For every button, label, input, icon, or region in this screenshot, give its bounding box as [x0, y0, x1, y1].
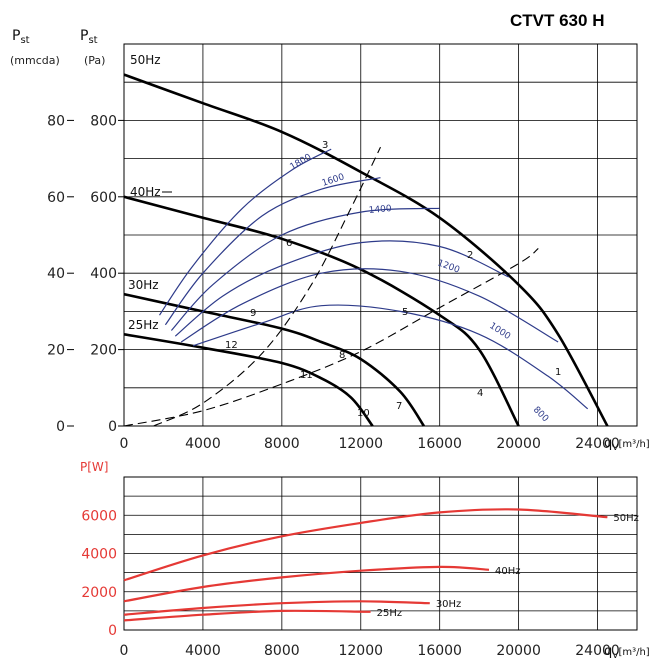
top-y-tick-pa: 600: [90, 190, 117, 206]
bottom-y-ticks: 6000 4000 2000 0: [81, 508, 117, 639]
top-ylabel-left-unit: (mmcda): [10, 54, 60, 67]
top-xlabel: qV[m³/h]: [604, 436, 650, 453]
chart-title: CTVT 630 H: [510, 11, 604, 30]
top-x-tick: 8000: [264, 436, 300, 452]
bottom-y-tick: 0: [108, 623, 117, 639]
operating-point-label: 6: [286, 238, 292, 249]
bottom-x-tick: 24000: [575, 643, 620, 659]
operating-point-label: 4: [477, 388, 483, 399]
power-series-40hz: [123, 565, 490, 603]
series-rpm-1800: [159, 148, 332, 316]
top-series: [123, 73, 609, 427]
operating-point-label: 3: [322, 140, 328, 151]
top-y-tick-pa: 800: [90, 113, 117, 129]
bottom-xlabel-unit: [m³/h]: [618, 647, 649, 658]
top-x-ticks: 0 4000 8000 12000 16000 20000 24000: [120, 436, 620, 452]
top-y-tick-pa: 200: [90, 343, 117, 359]
top-x-tick: 0: [120, 436, 129, 452]
power-curve-label: 30Hz: [436, 599, 462, 610]
top-xlabel-sub: V: [612, 443, 619, 453]
bottom-y-tick: 6000: [81, 508, 117, 524]
operating-point-label: 12: [225, 340, 238, 351]
power-curve-label: 50Hz: [613, 513, 639, 524]
fan-curve-label: 40Hz: [130, 185, 161, 199]
top-ylabel-right-main: P: [80, 28, 88, 44]
bottom-x-tick: 20000: [496, 643, 541, 659]
bottom-x-tick: 16000: [417, 643, 462, 659]
top-x-tick: 20000: [496, 436, 541, 452]
fan-curve-label: 25Hz: [128, 318, 159, 332]
power-series-30hz: [123, 600, 430, 616]
bottom-x-ticks: 0 4000 8000 12000 16000 20000 24000: [120, 643, 620, 659]
bottom-xlabel: qV[m³/h]: [604, 644, 650, 659]
series-rpm-1600: [164, 177, 381, 326]
series-system-system-high: [153, 146, 381, 427]
top-y-tick-mmcda: 40: [47, 266, 65, 282]
top-x-tick: 4000: [185, 436, 221, 452]
bottom-ylabel: P[W]: [80, 460, 108, 474]
rpm-label: 1000: [487, 321, 512, 342]
rpm-label: 1400: [368, 204, 392, 216]
operating-point-label: 8: [339, 350, 345, 361]
series-fan-50hz: [123, 73, 609, 427]
top-ylabel-left-sub: st: [20, 35, 29, 46]
operating-point-label: 1: [555, 367, 561, 378]
top-y-tick-mmcda: 0: [56, 419, 65, 435]
top-y-tick-pa: 0: [108, 419, 117, 435]
bottom-xlabel-main: q: [604, 644, 612, 659]
bottom-y-tick: 4000: [81, 547, 117, 563]
bottom-x-tick: 0: [120, 643, 129, 659]
series-rpm-800: [192, 304, 589, 410]
series-rpm-1200: [174, 240, 510, 337]
top-x-tick: 24000: [575, 436, 620, 452]
bottom-xlabel-sub: V: [612, 651, 619, 659]
top-xlabel-unit: [m³/h]: [618, 439, 649, 450]
power-curve-label: 25Hz: [377, 608, 403, 619]
top-x-tick: 16000: [417, 436, 462, 452]
series-fan-25hz: [123, 333, 374, 427]
bottom-curve-labels: 50Hz 40Hz 30Hz 25Hz: [377, 513, 639, 619]
operating-point-label: 11: [300, 370, 313, 381]
operating-point-label: 2: [467, 250, 473, 261]
top-ylabel-left-main: P: [12, 28, 20, 44]
power-curve-label: 40Hz: [495, 566, 521, 577]
series-rpm-1000: [180, 268, 559, 343]
top-ylabel-left: Pst: [12, 28, 30, 46]
top-ylabel-right-sub: st: [88, 35, 97, 46]
top-x-tick: 12000: [338, 436, 383, 452]
top-y-tick-mmcda: 60: [47, 190, 65, 206]
top-y-tick-mmcda: 80: [47, 113, 65, 129]
fan-curve-label: 30Hz: [128, 278, 159, 292]
series-system-system-low: [123, 247, 539, 427]
top-ylabel-right-unit: (Pa): [84, 54, 105, 67]
operating-point-label: 10: [357, 408, 370, 419]
top-y-tick-pa: 400: [90, 266, 117, 282]
fan-curve-label: 50Hz: [130, 53, 161, 67]
power-series-50hz: [123, 508, 608, 582]
operating-point-label: 9: [250, 308, 256, 319]
top-ylabel-right: Pst: [80, 28, 98, 46]
power-series-25hz: [123, 609, 371, 622]
bottom-y-tick: 2000: [81, 585, 117, 601]
series-rpm-1400: [170, 207, 440, 331]
operating-point-label: 5: [402, 307, 408, 318]
bottom-series: [123, 508, 608, 622]
bottom-x-tick: 8000: [264, 643, 300, 659]
rpm-label: 800: [531, 405, 550, 424]
bottom-x-tick: 4000: [185, 643, 221, 659]
operating-point-label: 7: [396, 401, 402, 412]
top-curve-labels: 50Hz40Hz30Hz25Hz180016001400120010008001…: [128, 53, 561, 424]
bottom-x-tick: 12000: [338, 643, 383, 659]
top-y-tick-mmcda: 20: [47, 343, 65, 359]
top-grid: [123, 43, 638, 427]
top-xlabel-main: q: [604, 436, 612, 451]
rpm-label: 1800: [289, 152, 314, 172]
